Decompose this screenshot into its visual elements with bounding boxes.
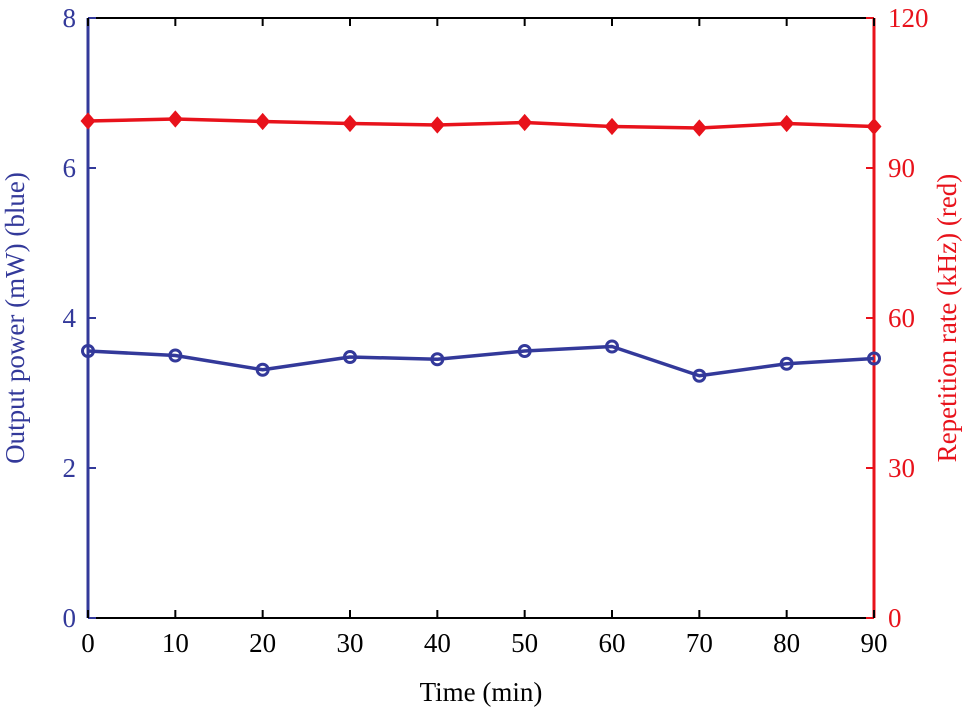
repetition-rate-point (604, 117, 620, 136)
x-axis-title: Time (min) (420, 677, 543, 707)
left-y-tick-label: 6 (63, 153, 77, 183)
right-y-axis: 0 30 60 90 120 (866, 3, 929, 633)
left-y-tick-label: 4 (63, 303, 77, 333)
repetition-rate-point (255, 112, 271, 131)
repetition-rate-point (517, 113, 533, 132)
output-power-point (605, 339, 619, 354)
x-tick-label: 70 (686, 628, 713, 658)
x-tick-label: 50 (511, 628, 538, 658)
output-power-point (81, 344, 95, 358)
x-tick-label: 40 (424, 628, 451, 658)
right-y-tick-label: 30 (888, 453, 915, 483)
x-tick-label: 0 (81, 628, 95, 658)
repetition-rate-point (167, 110, 183, 128)
output-power-point (867, 351, 881, 366)
output-power-point (255, 362, 270, 377)
output-power-point (779, 356, 794, 371)
right-y-axis-title: Repetition rate (kHz) (red) (932, 174, 962, 463)
series-layer (80, 110, 882, 383)
left-y-axis-title: Output power (mW) (blue) (0, 172, 30, 464)
x-tick-label: 30 (337, 628, 364, 658)
output-power-point (343, 350, 357, 364)
output-power-point (430, 352, 445, 367)
right-y-tick-label: 120 (888, 3, 929, 33)
plot-area (88, 17, 874, 619)
repetition-rate-series (80, 110, 882, 137)
output-power-line (87, 344, 875, 378)
x-axis: 0 10 20 30 40 50 60 70 80 90 (81, 18, 888, 658)
repetition-rate-point (80, 112, 96, 130)
left-y-tick-label: 8 (63, 3, 77, 33)
repetition-rate-point (342, 114, 358, 133)
output-power-series (81, 339, 881, 383)
repetition-rate-line (87, 117, 875, 130)
left-y-axis: 0 2 4 6 8 (63, 3, 96, 633)
right-y-tick-label: 90 (888, 153, 915, 183)
left-y-tick-label: 0 (63, 603, 77, 633)
x-tick-label: 20 (249, 628, 276, 658)
output-power-point (517, 344, 532, 358)
repetition-rate-point (866, 117, 882, 136)
left-y-tick-label: 2 (63, 453, 77, 483)
right-y-tick-label: 60 (888, 303, 915, 333)
output-power-point (692, 368, 707, 383)
output-power-point (168, 348, 183, 363)
x-tick-label: 90 (861, 628, 888, 658)
right-y-tick-label: 0 (888, 603, 902, 633)
x-tick-label: 10 (162, 628, 189, 658)
repetition-rate-point (779, 114, 795, 133)
repetition-rate-point (691, 119, 707, 137)
repetition-rate-point (429, 116, 445, 134)
x-tick-label: 60 (599, 628, 626, 658)
x-tick-label: 80 (773, 628, 800, 658)
